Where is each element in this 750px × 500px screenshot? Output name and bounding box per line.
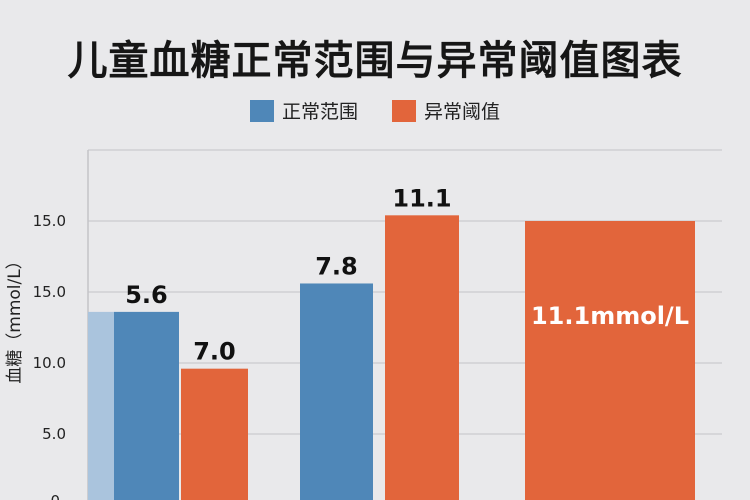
bar-0 bbox=[88, 311, 114, 500]
bar-label-2: 7.0 bbox=[193, 338, 236, 366]
bar-1 bbox=[114, 311, 179, 500]
y-tick-label-zero: 0 bbox=[50, 492, 60, 500]
bar-3 bbox=[300, 283, 373, 500]
y-tick-label-0: 5.0 bbox=[42, 425, 66, 443]
bar-label-1: 5.6 bbox=[125, 281, 168, 309]
bar-2 bbox=[181, 368, 248, 500]
legend-label-abnormal: 异常阈值 bbox=[424, 101, 501, 123]
bar-4 bbox=[385, 215, 459, 500]
bar-label-4: 11.1 bbox=[392, 184, 451, 212]
legend: 正常范围 异常阈值 bbox=[0, 97, 750, 124]
y-tick-label-3: 15.0 bbox=[33, 212, 66, 230]
legend-swatch-normal bbox=[249, 99, 274, 122]
legend-label-normal: 正常范围 bbox=[281, 101, 358, 123]
y-tick-label-2: 15.0 bbox=[33, 283, 66, 301]
chart-title: 儿童血糖正常范围与异常阈值图表 bbox=[67, 38, 683, 84]
y-tick-label-1: 10.0 bbox=[33, 354, 66, 372]
legend-swatch-abnormal bbox=[392, 99, 416, 122]
y-axis-label: 血糖（mmol/L） bbox=[5, 252, 25, 383]
bar-label-5: 11.1mmol/L bbox=[531, 302, 689, 330]
legend-item-abnormal: 异常阈值 bbox=[392, 97, 500, 124]
bar-5 bbox=[525, 221, 695, 500]
bar-label-3: 7.8 bbox=[315, 252, 358, 280]
legend-item-normal: 正常范围 bbox=[249, 97, 358, 124]
